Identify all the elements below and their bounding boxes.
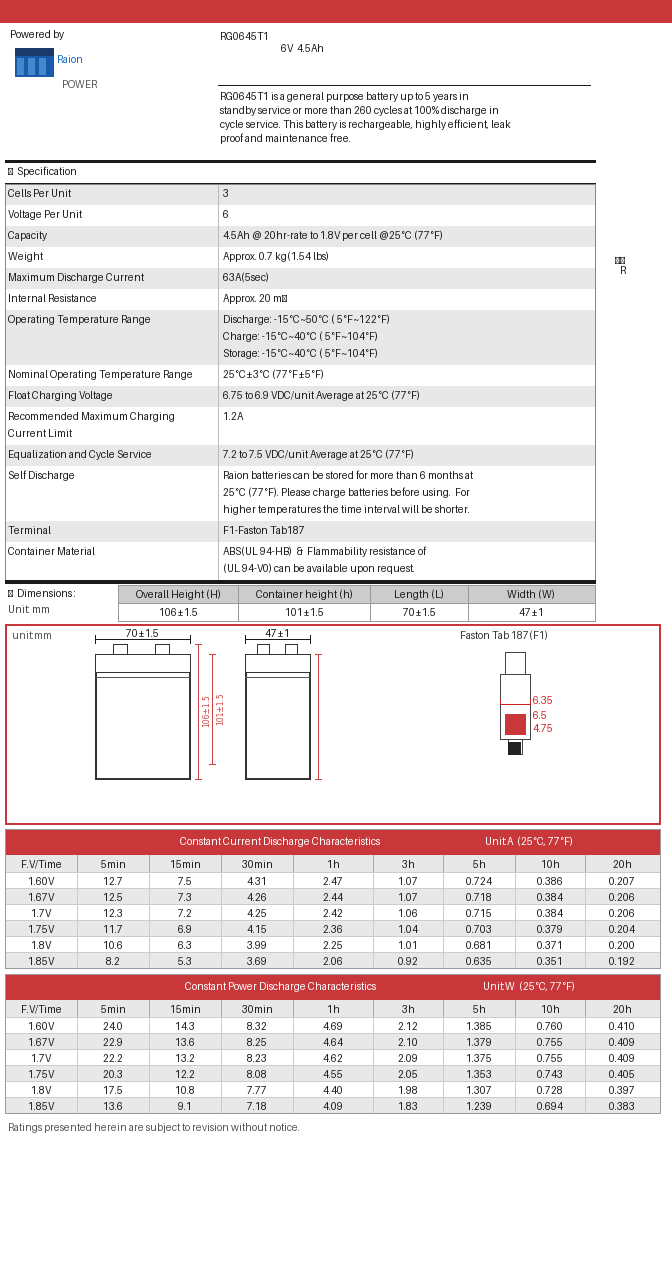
- Text: 101±1.5: 101±1.5: [216, 692, 225, 726]
- Text: 106±1.5: 106±1.5: [202, 695, 211, 727]
